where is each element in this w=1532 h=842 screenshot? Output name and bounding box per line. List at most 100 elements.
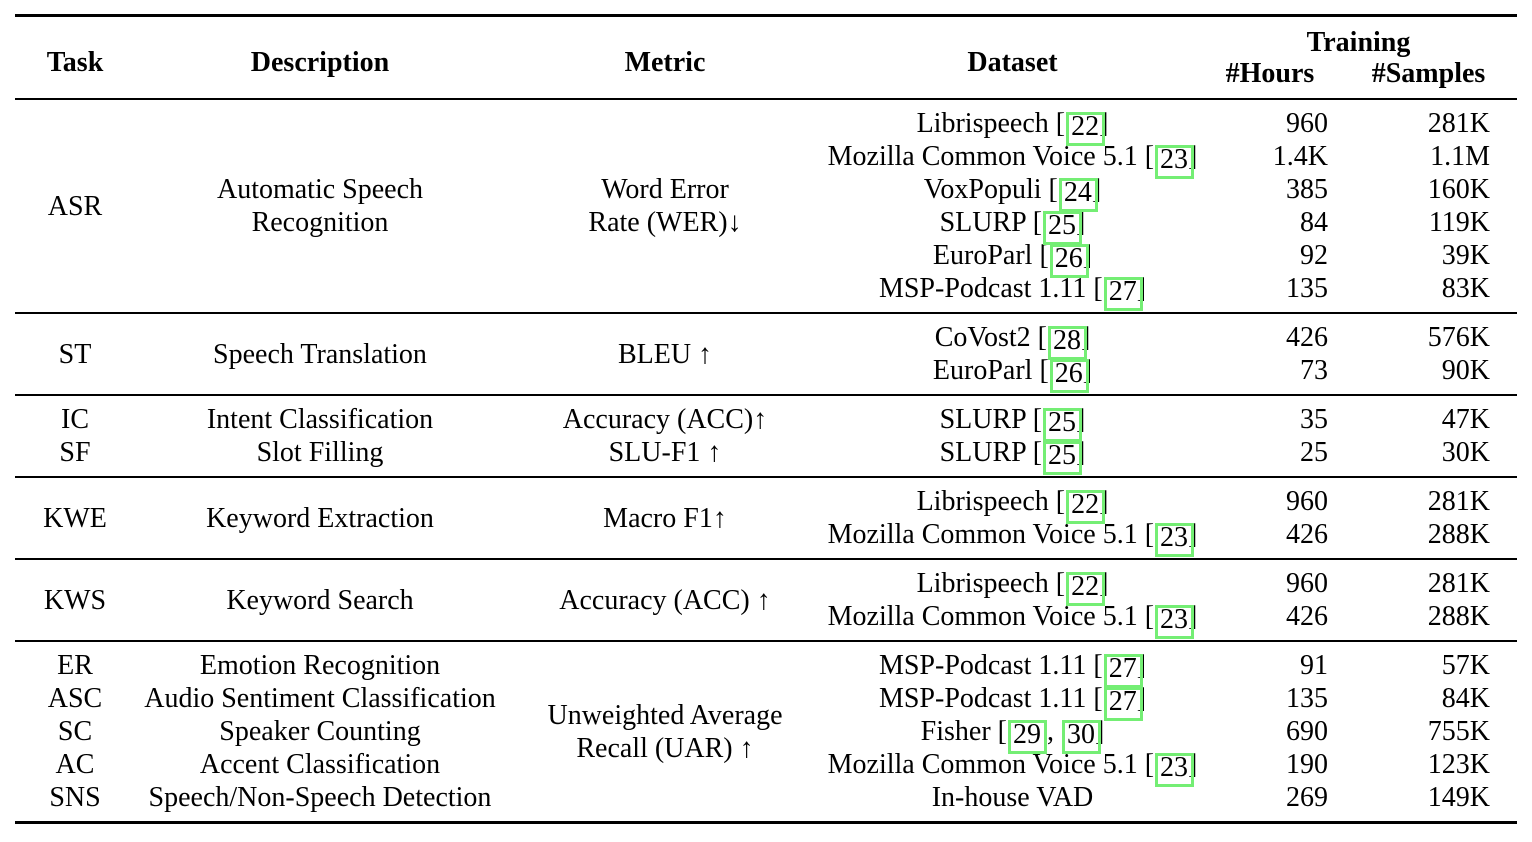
description-cell: Speech Translation xyxy=(135,312,505,395)
description-cell: Slot Filling xyxy=(256,437,384,468)
samples-cell: 119K xyxy=(1428,207,1491,238)
dataset-cell: Librispeech [22] xyxy=(825,558,1200,606)
description-cell: Audio Sentiment Classification xyxy=(144,683,496,714)
samples-cell: 83K xyxy=(1441,273,1491,304)
hours-cell: 84 xyxy=(1300,207,1328,238)
dataset-name: VoxPopuli xyxy=(923,174,1042,205)
dataset-cell: MSP-Podcast 1.11 [27] xyxy=(825,682,1200,721)
citation-link[interactable]: 25 xyxy=(1043,441,1083,475)
table-row: ER Emotion Recognition Unweighted Average R… xyxy=(15,640,1518,823)
table-row: Mozilla Common Voice 5.1 [23] 426 288K xyxy=(15,518,1517,559)
table-row: SC Speaker Counting Fisher [29, 30] 690 755K xyxy=(15,715,1517,754)
header-hours: #Hours xyxy=(1225,58,1315,89)
samples-cell: 576K xyxy=(1340,312,1518,354)
samples-cell: 281K xyxy=(1340,476,1518,518)
dataset-name: SLURP xyxy=(939,404,1026,435)
table-row: SLURP [25] 84 119K xyxy=(15,206,1517,245)
dataset-name: SLURP xyxy=(939,207,1026,238)
samples-cell: 288K xyxy=(1427,519,1491,550)
dataset-cell: In-house VAD xyxy=(825,781,1200,823)
hours-cell: 690 xyxy=(1286,716,1328,747)
metric-cell-text: Word Error xyxy=(601,174,729,205)
dataset-name: Librispeech xyxy=(916,108,1049,139)
citation-link[interactable]: 30 xyxy=(1062,720,1101,754)
citation-link[interactable]: 26 xyxy=(1049,359,1089,393)
dataset-name: Mozilla Common Voice 5.1 xyxy=(827,749,1138,780)
description-cell-text: Keyword Extraction xyxy=(206,502,434,534)
hours-cell: 25 xyxy=(1300,437,1328,468)
table-row: AC Accent Classification Mozilla Common Vo… xyxy=(15,748,1517,787)
samples-cell: 288K xyxy=(1427,601,1491,632)
citation-link[interactable]: 27 xyxy=(1103,654,1143,688)
description-cell: Automatic Speech Recognition xyxy=(135,98,505,313)
description-cell: Speech/Non-Speech Detection xyxy=(148,782,492,813)
metric-cell-text: Accuracy (ACC) ↑ xyxy=(559,584,771,616)
citation-link[interactable]: 29 xyxy=(1008,720,1047,754)
citation-link[interactable]: 22 xyxy=(1066,490,1106,524)
task-cell: ASC xyxy=(47,683,103,714)
citation-link[interactable]: 24 xyxy=(1058,178,1098,212)
hours-cell: 960 xyxy=(1200,558,1340,600)
hours-cell: 135 xyxy=(1286,273,1328,304)
metric-cell-text: Unweighted Average xyxy=(547,699,783,731)
header-row-sub: #Hours #Samples xyxy=(15,58,1517,99)
samples-cell: 281K xyxy=(1340,558,1518,600)
citation-link[interactable]: 27 xyxy=(1103,687,1143,721)
table-row: ST Speech Translation BLEU ↑ CoVost2 [28] 42… xyxy=(15,312,1518,395)
dataset-name: EuroParl xyxy=(932,240,1033,271)
description-cell: Keyword Extraction xyxy=(135,476,505,559)
citation-link[interactable]: 23 xyxy=(1155,523,1195,557)
citation-link[interactable]: 28 xyxy=(1047,326,1087,360)
hours-cell: 385 xyxy=(1286,174,1328,205)
citation-link[interactable]: 26 xyxy=(1049,244,1089,278)
dataset-cell: VoxPopuli [24] xyxy=(825,173,1200,212)
hours-cell: 960 xyxy=(1200,98,1340,140)
dataset-cell: CoVost2 [28] xyxy=(825,312,1200,360)
dataset-cell: Mozilla Common Voice 5.1 [23] xyxy=(825,518,1200,559)
dataset-cell: Mozilla Common Voice 5.1 [23] xyxy=(825,140,1200,179)
tasks-table-container: Task Description Metric Dataset Training… xyxy=(15,14,1518,824)
dataset-name: Fisher xyxy=(920,716,991,747)
header-row-top: Task Description Metric Dataset Training xyxy=(15,16,1517,78)
dataset-cell: Librispeech [22] xyxy=(825,476,1200,524)
metric-cell: Macro F1↑ xyxy=(505,476,825,559)
hours-cell: 190 xyxy=(1286,749,1328,780)
task-cell-text: KWE xyxy=(43,502,107,534)
dataset-name: CoVost2 xyxy=(934,322,1031,353)
metric-cell-text: Recall (UAR) ↑ xyxy=(576,732,754,764)
citation-link[interactable]: 25 xyxy=(1043,211,1083,245)
citation-link[interactable]: 22 xyxy=(1066,112,1106,146)
description-cell: Emotion Recognition xyxy=(135,640,505,682)
citation-link[interactable]: 23 xyxy=(1155,753,1195,787)
samples-cell: 1.1M xyxy=(1430,141,1491,172)
task-cell-text: KWS xyxy=(43,584,107,616)
samples-cell: 281K xyxy=(1340,98,1518,140)
header-metric: Metric xyxy=(624,47,706,78)
description-cell-text: Speech Translation xyxy=(213,338,427,370)
hours-cell: 35 xyxy=(1200,394,1340,436)
dataset-name: Mozilla Common Voice 5.1 xyxy=(827,519,1138,550)
table-row: SF Slot Filling SLU-F1 ↑ SLURP [25] 25 30K xyxy=(15,436,1517,477)
samples-cell: 755K xyxy=(1427,716,1491,747)
header-training: Training xyxy=(1306,27,1411,58)
citation-link[interactable]: 22 xyxy=(1066,572,1106,606)
dataset-cell: EuroParl [26] xyxy=(825,239,1200,278)
task-cell: IC xyxy=(15,394,135,436)
metric-cell: Accuracy (ACC)↑ xyxy=(505,394,825,436)
table-row: MSP-Podcast 1.11 [27] 135 83K xyxy=(15,272,1517,313)
task-cell: SF xyxy=(59,437,91,468)
samples-cell: 30K xyxy=(1441,437,1491,468)
hours-cell: 135 xyxy=(1286,683,1328,714)
citation-link[interactable]: 25 xyxy=(1043,408,1083,442)
metric-cell-text: Macro F1↑ xyxy=(603,502,727,534)
task-cell-text: ST xyxy=(58,338,92,370)
samples-cell: 84K xyxy=(1441,683,1491,714)
citation-link[interactable]: 23 xyxy=(1155,145,1195,179)
citation-link[interactable]: 23 xyxy=(1155,605,1195,639)
description-cell-text: Recognition xyxy=(251,207,389,238)
dataset-cell: EuroParl [26] xyxy=(825,354,1200,395)
table-row: IC Intent Classification Accuracy (ACC)↑ SL… xyxy=(15,394,1518,442)
citation-link[interactable]: 27 xyxy=(1103,277,1143,311)
dataset-cell: Librispeech [22] xyxy=(825,98,1200,146)
